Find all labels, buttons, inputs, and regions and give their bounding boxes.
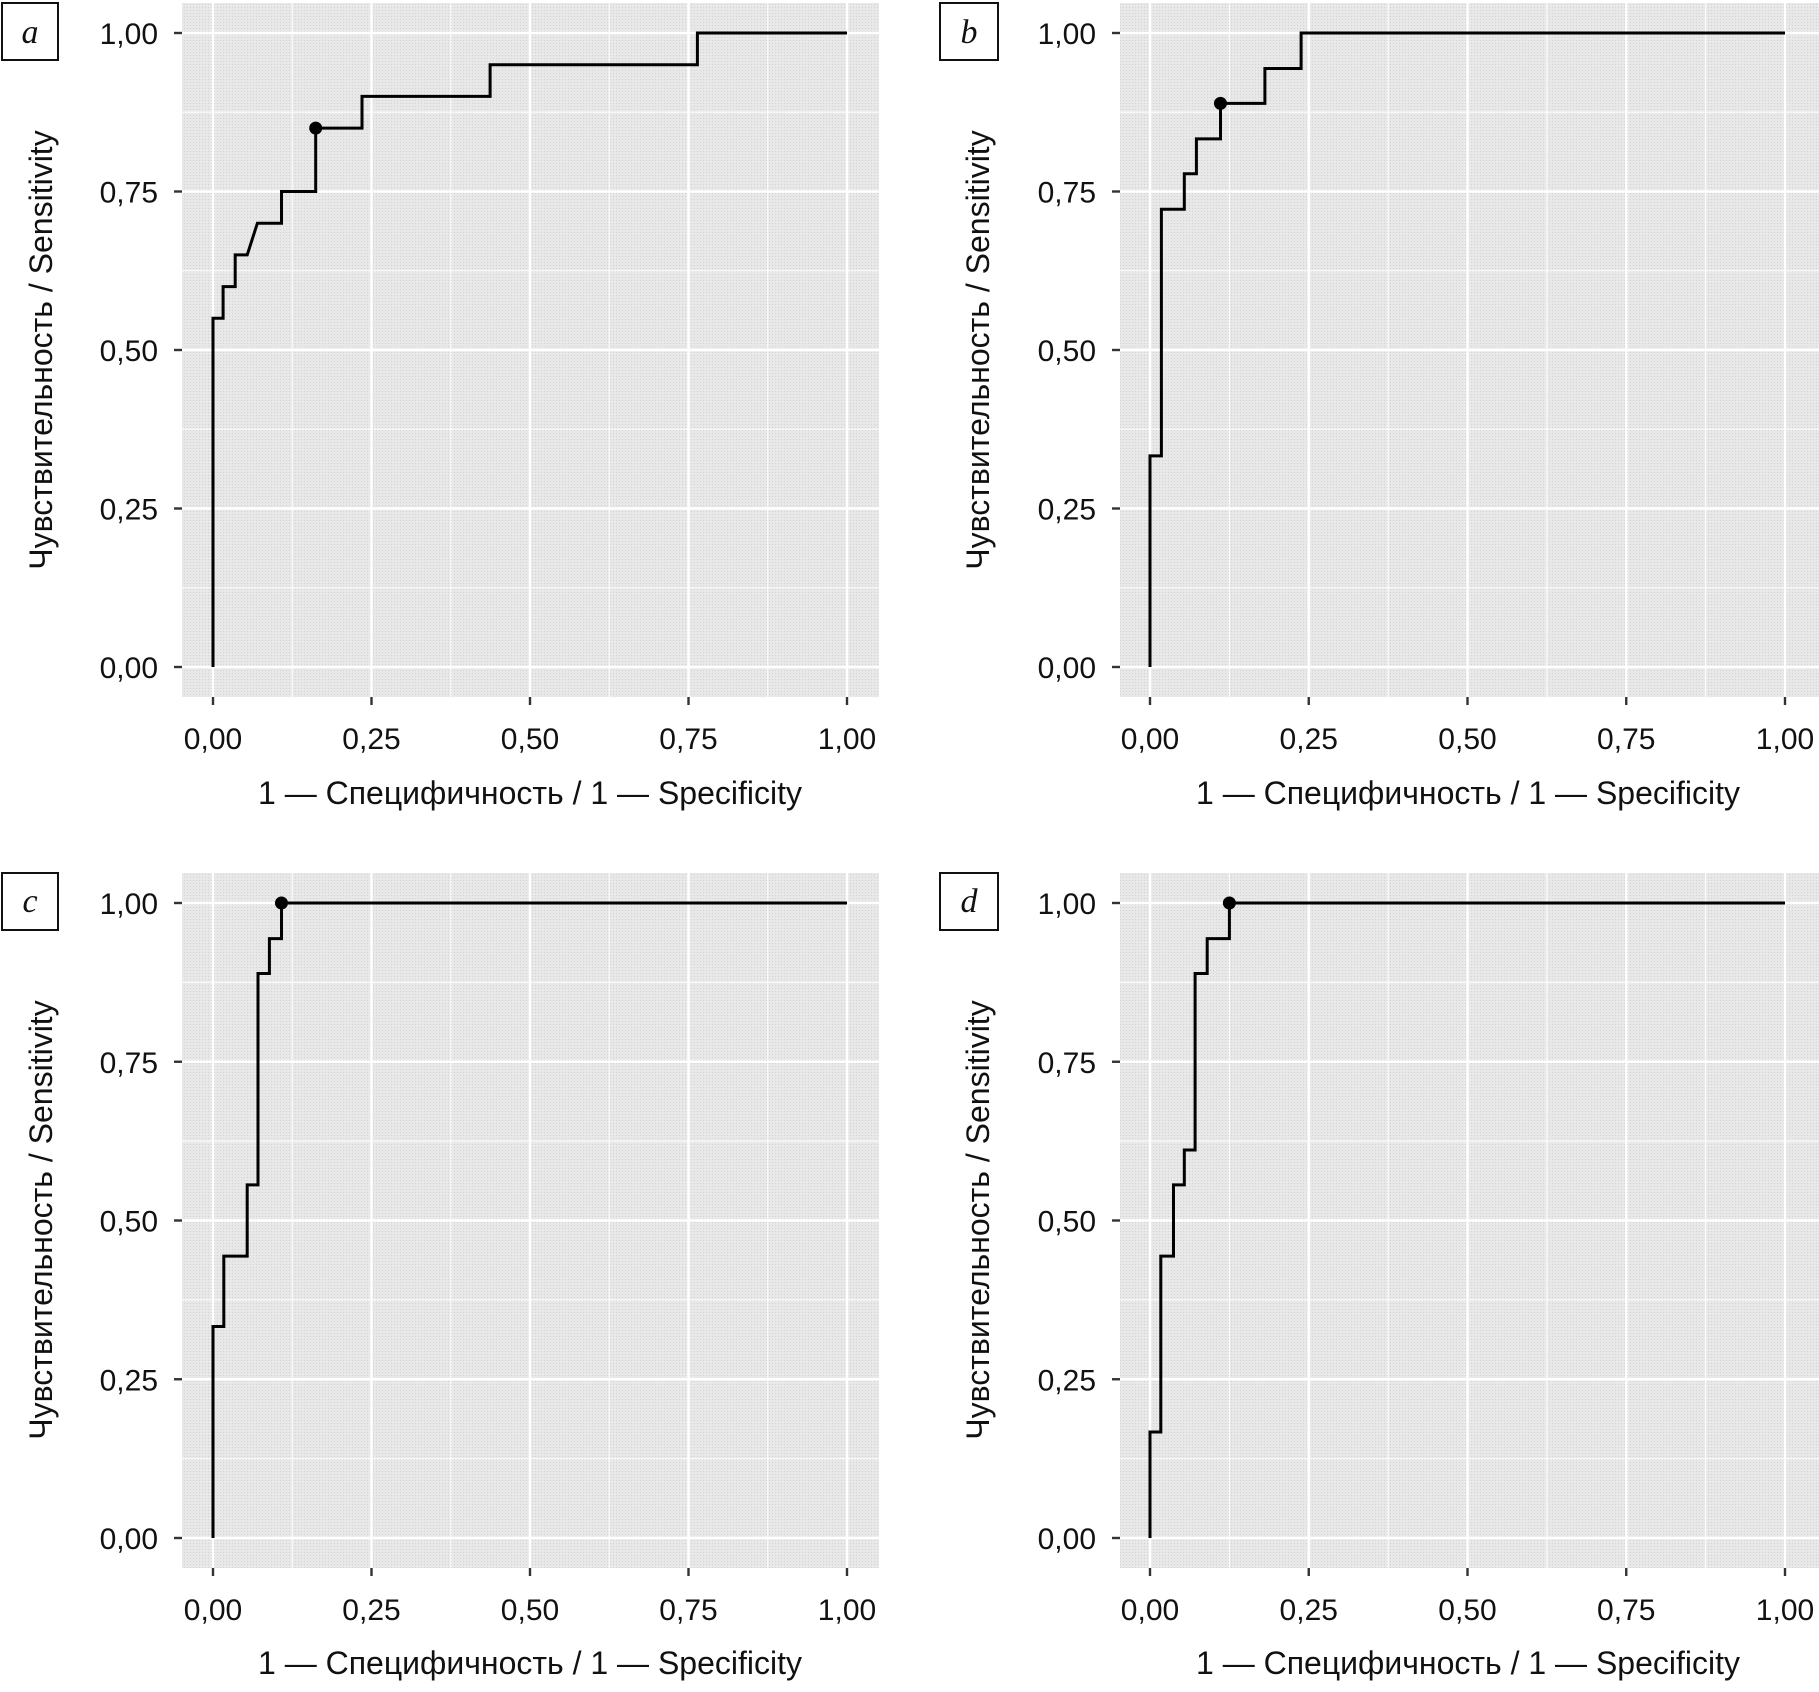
- panel-label-box: [1, 872, 59, 931]
- y-tick-label: 1,00: [1038, 888, 1096, 921]
- panel-label: d: [961, 883, 979, 920]
- y-tick-label: 0,25: [100, 494, 158, 527]
- x-tick-label: 1,00: [818, 723, 876, 756]
- x-tick-label: 0,50: [501, 1594, 559, 1627]
- plot-area: [1112, 873, 1819, 1576]
- x-tick-label: 0,50: [1438, 723, 1496, 756]
- x-tick-label: 0,75: [1597, 1594, 1655, 1627]
- panel-label-box: [939, 2, 999, 61]
- y-axis-title: Чувствительность / Sensitivity: [23, 130, 59, 569]
- optimal-cutoff-point: [309, 121, 323, 135]
- y-tick-label: 0,25: [100, 1364, 158, 1397]
- y-axis-title: Чувствительность / Sensitivity: [23, 1000, 59, 1439]
- y-tick-label: 0,00: [100, 652, 158, 685]
- panel-d: d Чувствительность / Sensitivity 1 — Спе…: [939, 872, 1819, 1681]
- panel-label-box: [1, 2, 59, 61]
- roc-curve-line: [211, 31, 847, 667]
- y-tick-label: 0,50: [100, 335, 158, 368]
- x-axis-title: 1 — Специфичность / 1 — Specificity: [258, 1645, 802, 1681]
- y-tick-label: 1,00: [1038, 18, 1096, 51]
- y-tick-label: 1,00: [100, 888, 158, 921]
- y-axis-title: Чувствительность / Sensitivity: [960, 1000, 996, 1439]
- x-tick-label: 0,00: [184, 723, 242, 756]
- x-axis-title: 1 — Специфичность / 1 — Specificity: [1196, 1645, 1740, 1681]
- x-tick-label: 1,00: [1756, 1594, 1814, 1627]
- x-tick-label: 1,00: [818, 1594, 876, 1627]
- x-tick-label: 0,25: [342, 1594, 400, 1627]
- x-tick-label: 0,00: [1121, 723, 1179, 756]
- x-tick-label: 0,00: [184, 1594, 242, 1627]
- panel-label: b: [961, 14, 978, 51]
- roc-curve-line: [1148, 901, 1785, 1538]
- plot-area: [1112, 3, 1819, 705]
- x-tick-label: 0,50: [501, 723, 559, 756]
- panel-b: b Чувствительность / Sensitivity 1 — Спе…: [939, 2, 1819, 811]
- optimal-cutoff-point: [274, 896, 288, 910]
- y-tick-label: 0,75: [100, 1047, 158, 1080]
- y-tick-label: 0,00: [1038, 652, 1096, 685]
- panel-a: a Чувствительность / Sensitivity 1 — Спе…: [1, 2, 879, 811]
- x-tick-label: 0,75: [659, 1594, 717, 1627]
- y-tick-label: 0,25: [1038, 1364, 1096, 1397]
- y-tick-label: 0,00: [100, 1523, 158, 1556]
- roc-curve-line: [1148, 31, 1785, 667]
- x-tick-label: 0,75: [1597, 723, 1655, 756]
- y-tick-label: 0,50: [100, 1206, 158, 1239]
- x-axis-title: 1 — Специфичность / 1 — Specificity: [1196, 775, 1740, 811]
- plot-area: [174, 3, 879, 705]
- x-tick-label: 0,00: [1121, 1594, 1179, 1627]
- optimal-cutoff-point: [1213, 96, 1227, 110]
- roc-curve-line: [211, 901, 847, 1538]
- y-tick-label: 0,75: [1038, 1047, 1096, 1080]
- y-tick-label: 0,25: [1038, 494, 1096, 527]
- panel-c: c Чувствительность / Sensitivity 1 — Спе…: [1, 872, 879, 1681]
- x-tick-label: 0,25: [342, 723, 400, 756]
- x-tick-label: 0,25: [1280, 723, 1338, 756]
- panel-label: a: [22, 14, 39, 51]
- y-tick-label: 1,00: [100, 18, 158, 51]
- y-tick-label: 0,75: [100, 177, 158, 210]
- y-tick-label: 0,00: [1038, 1523, 1096, 1556]
- plot-area: [174, 873, 879, 1576]
- optimal-cutoff-point: [1222, 896, 1236, 910]
- panel-label-box: [939, 872, 999, 931]
- x-axis-title: 1 — Специфичность / 1 — Specificity: [258, 775, 802, 811]
- x-tick-label: 0,50: [1438, 1594, 1496, 1627]
- x-tick-label: 0,25: [1280, 1594, 1338, 1627]
- y-tick-label: 0,50: [1038, 1206, 1096, 1239]
- y-tick-label: 0,75: [1038, 177, 1096, 210]
- y-tick-label: 0,50: [1038, 335, 1096, 368]
- x-tick-label: 1,00: [1756, 723, 1814, 756]
- panel-label: c: [22, 883, 37, 920]
- y-axis-title: Чувствительность / Sensitivity: [960, 130, 996, 569]
- x-tick-label: 0,75: [659, 723, 717, 756]
